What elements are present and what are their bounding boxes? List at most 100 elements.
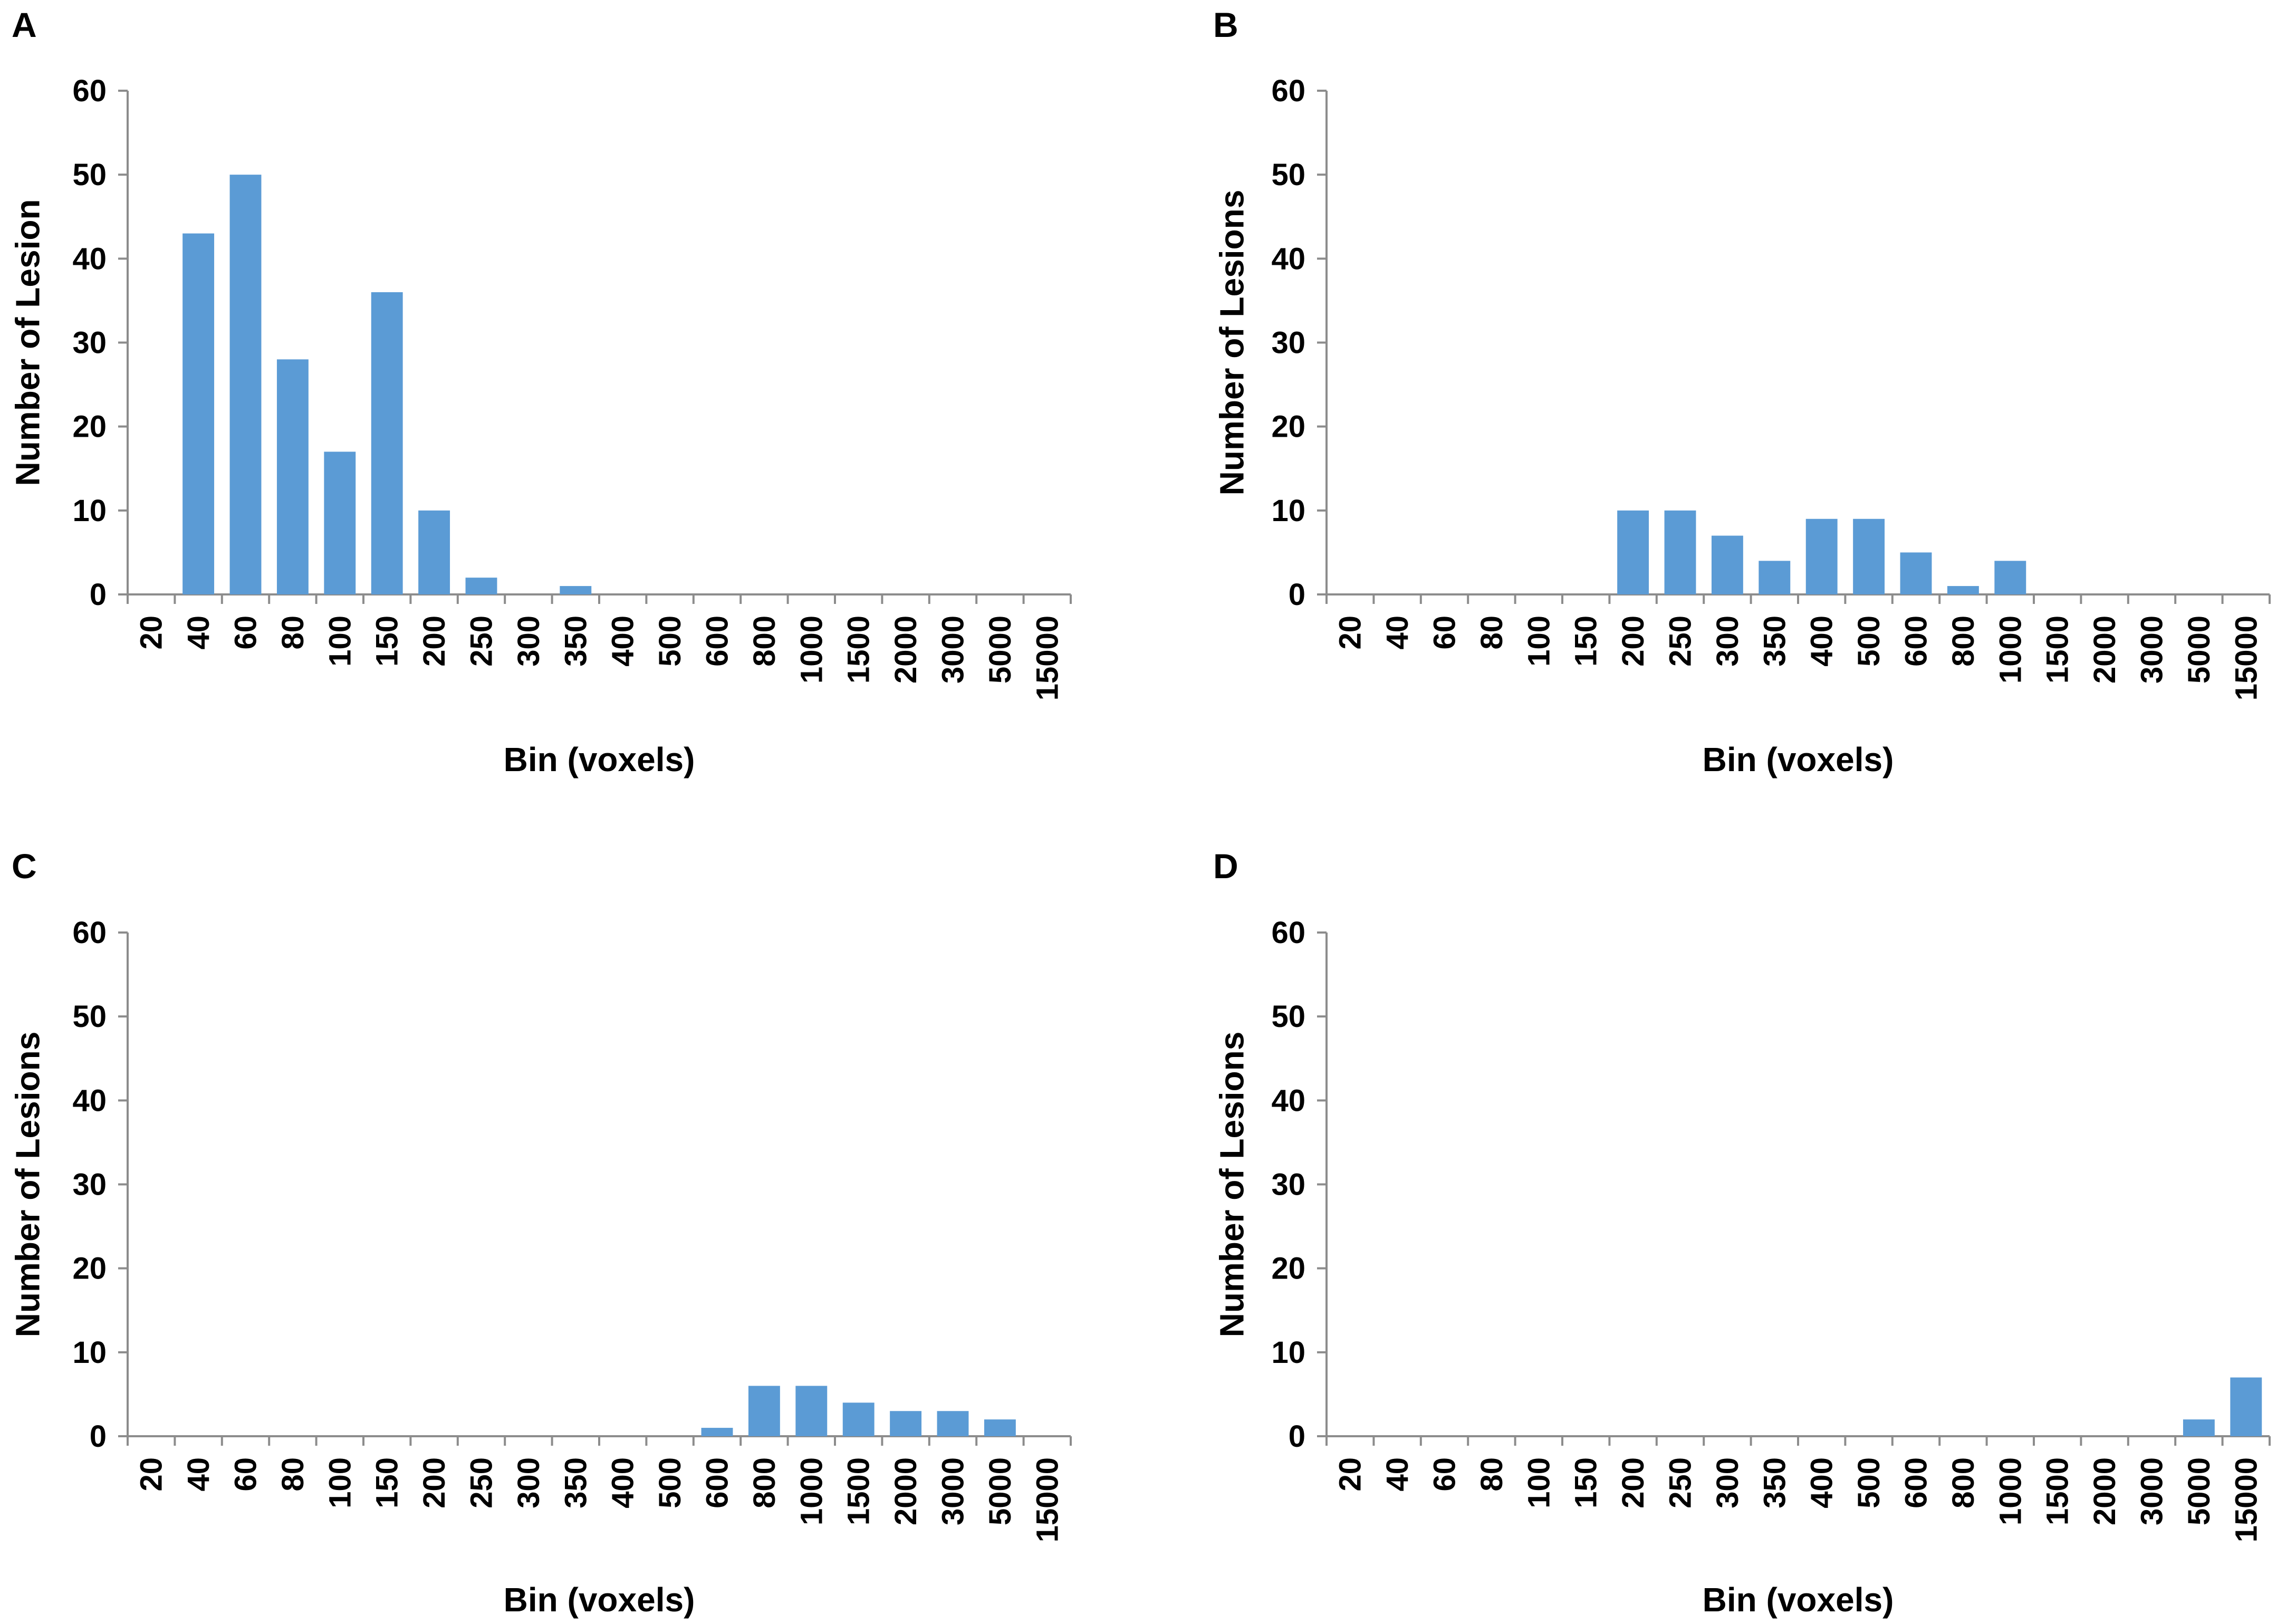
y-tick-label: 60	[72, 916, 107, 950]
bar-1500	[842, 1402, 875, 1436]
x-tick-label: 400	[1805, 616, 1839, 667]
x-tick-label: 20	[134, 1457, 169, 1492]
x-tick-label: 300	[512, 1457, 546, 1508]
x-tick-label: 20	[1333, 1457, 1368, 1492]
y-tick-label: 0	[90, 578, 107, 612]
bar-800	[748, 1386, 780, 1436]
y-tick-label: 40	[1271, 242, 1305, 276]
y-axis-title: Number of Lesions	[8, 1032, 46, 1338]
x-tick-label: 500	[1852, 616, 1886, 667]
x-tick-label: 250	[1664, 616, 1698, 667]
x-tick-label: 20	[1333, 616, 1368, 650]
y-tick-label: 50	[72, 158, 107, 192]
x-tick-label: 200	[417, 616, 451, 667]
y-tick-label: 20	[72, 1252, 107, 1286]
x-tick-label: 350	[1757, 616, 1792, 667]
x-tick-label: 40	[1380, 1457, 1415, 1492]
bar-400	[1805, 518, 1838, 594]
x-tick-label: 150	[1569, 1457, 1603, 1508]
y-tick-label: 30	[1271, 326, 1305, 360]
x-tick-label: 40	[181, 616, 216, 650]
x-tick-label: 2000	[2088, 616, 2122, 684]
x-tick-label: 300	[1711, 1457, 1745, 1508]
x-tick-label: 800	[1946, 616, 1981, 667]
y-tick-label: 10	[1271, 1335, 1305, 1370]
bar-80	[276, 359, 309, 594]
chart-panel-b: B 0 10 20 30 40 50 60 20 40 60 80 100 150 200 250 300 350…	[1213, 5, 2271, 779]
chart-panel-d: D 0 10 20 30 40 50 60 20 40 60 80 100 150 200 250 300 350…	[1213, 847, 2271, 1619]
x-axis-title: Bin (voxels)	[1703, 741, 1894, 779]
x-axis-title: Bin (voxels)	[1703, 1581, 1894, 1619]
y-tick-label: 0	[1289, 1419, 1305, 1454]
y-tick-label: 30	[72, 1168, 107, 1202]
bar-800	[1947, 586, 1979, 594]
y-tick-label: 50	[72, 1000, 107, 1034]
x-tick-label: 300	[1711, 616, 1745, 667]
bar-40	[182, 233, 215, 594]
y-tick-label: 10	[1271, 494, 1305, 528]
y-tick-label: 40	[72, 242, 107, 276]
x-tick-label: 500	[653, 1457, 687, 1508]
y-tick-label: 40	[72, 1083, 107, 1118]
x-tick-label: 60	[1428, 616, 1462, 650]
x-tick-label: 200	[1616, 616, 1650, 667]
y-tick-label: 0	[90, 1419, 107, 1454]
x-tick-label: 1500	[2041, 616, 2075, 684]
x-tick-label: 5000	[983, 616, 1017, 684]
x-tick-label: 600	[700, 1457, 735, 1508]
bar-150	[371, 292, 403, 594]
x-tick-label: 100	[1522, 1457, 1556, 1508]
y-tick-label: 50	[1271, 158, 1305, 192]
x-tick-label: 5000	[983, 1457, 1017, 1525]
x-tick-label: 3000	[2135, 616, 2169, 684]
x-tick-label: 500	[1852, 1457, 1886, 1508]
y-axis-title: Number of Lesions	[1213, 1032, 1251, 1338]
panel-label: A	[12, 5, 37, 44]
x-tick-label: 3000	[936, 1457, 971, 1525]
bar-300	[1711, 535, 1743, 594]
bar-5000	[984, 1419, 1016, 1436]
x-tick-label: 15000	[2229, 1457, 2263, 1542]
x-tick-label: 1000	[794, 1457, 829, 1525]
x-tick-label: 5000	[2182, 1457, 2216, 1525]
x-tick-label: 80	[276, 1457, 310, 1492]
x-tick-label: 20	[134, 616, 169, 650]
x-tick-label: 100	[323, 616, 357, 667]
bar-350	[560, 586, 592, 594]
bar-5000	[2183, 1419, 2215, 1436]
y-tick-label: 60	[1271, 916, 1305, 950]
y-tick-label: 30	[72, 326, 107, 360]
x-tick-label: 350	[559, 616, 593, 667]
x-tick-label: 350	[559, 1457, 593, 1508]
x-tick-label: 250	[465, 1457, 499, 1508]
x-tick-label: 600	[700, 616, 735, 667]
x-tick-label: 800	[1946, 1457, 1981, 1508]
x-tick-label: 800	[747, 1457, 782, 1508]
x-tick-label: 1000	[794, 616, 829, 684]
y-tick-label: 60	[72, 74, 107, 108]
x-tick-label: 80	[1475, 616, 1509, 650]
bar-500	[1853, 518, 1885, 594]
y-tick-label: 30	[1271, 1168, 1305, 1202]
panel-label: C	[12, 847, 37, 886]
x-tick-label: 60	[229, 1457, 263, 1492]
x-tick-label: 100	[323, 1457, 357, 1508]
x-tick-label: 3000	[2135, 1457, 2169, 1525]
x-tick-label: 60	[1428, 1457, 1462, 1492]
x-tick-label: 500	[653, 616, 687, 667]
x-tick-label: 15000	[1030, 1457, 1064, 1542]
bar-60	[229, 175, 262, 595]
x-tick-label: 200	[417, 1457, 451, 1508]
y-tick-label: 20	[1271, 410, 1305, 444]
y-tick-label: 20	[1271, 1252, 1305, 1286]
y-tick-label: 50	[1271, 1000, 1305, 1034]
y-tick-label: 60	[1271, 74, 1305, 108]
x-tick-label: 150	[370, 616, 405, 667]
bar-15000	[2230, 1377, 2262, 1436]
x-tick-label: 1500	[2041, 1457, 2075, 1525]
y-tick-label: 10	[72, 494, 107, 528]
bar-3000	[937, 1411, 969, 1436]
bar-250	[1664, 510, 1696, 594]
bar-350	[1759, 561, 1791, 594]
